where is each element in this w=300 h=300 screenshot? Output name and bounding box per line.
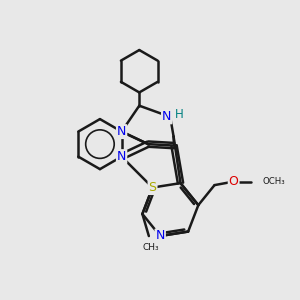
Text: N: N [155,230,165,242]
Text: N: N [117,125,126,138]
Text: OCH₃: OCH₃ [262,177,285,186]
Text: N: N [117,150,126,163]
Text: CH₃: CH₃ [142,242,159,251]
Text: O: O [229,175,238,188]
Text: N: N [162,110,171,123]
Text: H: H [175,108,183,121]
Text: S: S [148,181,157,194]
